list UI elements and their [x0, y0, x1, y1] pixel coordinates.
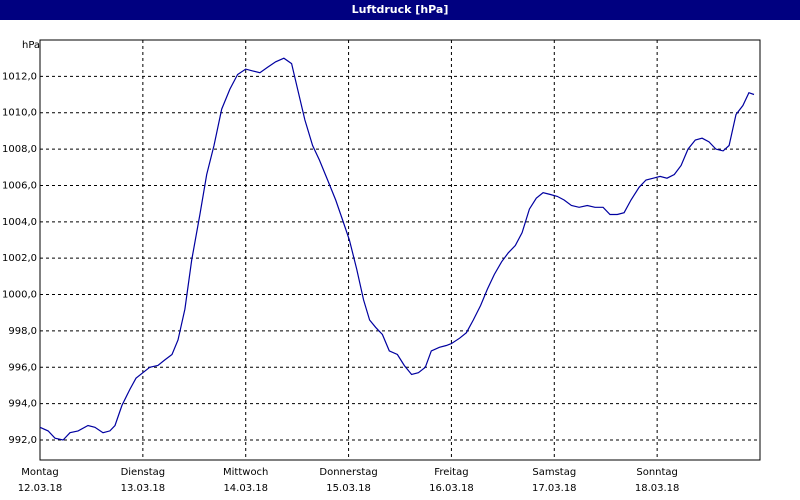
- plot-frame: [39, 39, 761, 461]
- y-tick-label: 994,0: [8, 399, 37, 410]
- data-line: [39, 57, 755, 441]
- x-tick-label: Freitag: [434, 467, 468, 478]
- y-tick-label: 998,0: [8, 326, 37, 337]
- x-tick-label: Montag: [21, 467, 58, 478]
- x-tick-date: 13.03.18: [121, 483, 166, 494]
- x-tick-label: Samstag: [532, 467, 576, 478]
- x-tick-label: Dienstag: [121, 467, 166, 478]
- x-tick-date: 15.03.18: [326, 483, 371, 494]
- x-tick-label: Sonntag: [636, 467, 678, 478]
- y-tick-label: 1002,0: [2, 253, 37, 264]
- x-tick-date: 14.03.18: [223, 483, 268, 494]
- y-tick-label: 1010,0: [2, 108, 37, 119]
- title-bar: [0, 0, 800, 20]
- y-tick-label: 1012,0: [2, 71, 37, 82]
- x-tick-label: Donnerstag: [319, 467, 377, 478]
- y-tick-label: 1008,0: [2, 144, 37, 155]
- y-axis-label: hPa: [22, 40, 40, 51]
- x-tick-date: 18.03.18: [635, 483, 680, 494]
- x-tick-label: Mittwoch: [223, 467, 268, 478]
- y-tick-label: 996,0: [8, 362, 37, 373]
- y-tick-label: 1000,0: [2, 290, 37, 301]
- chart-title: Luftdruck [hPa]: [352, 3, 449, 16]
- y-tick-label: 1006,0: [2, 180, 37, 191]
- y-tick-label: 1004,0: [2, 217, 37, 228]
- y-tick-label: 992,0: [8, 435, 37, 446]
- x-tick-date: 12.03.18: [18, 483, 63, 494]
- x-tick-date: 17.03.18: [532, 483, 577, 494]
- x-tick-date: 16.03.18: [429, 483, 474, 494]
